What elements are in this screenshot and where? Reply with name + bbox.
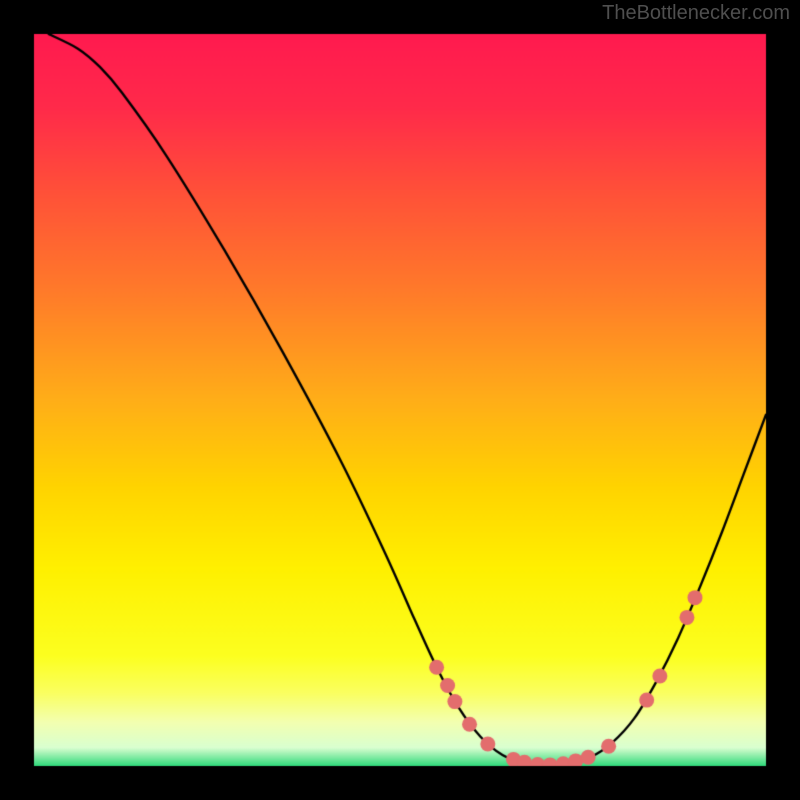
chart-stage: TheBottlenecker.com [0, 0, 800, 800]
bottleneck-curve-chart [0, 0, 800, 800]
